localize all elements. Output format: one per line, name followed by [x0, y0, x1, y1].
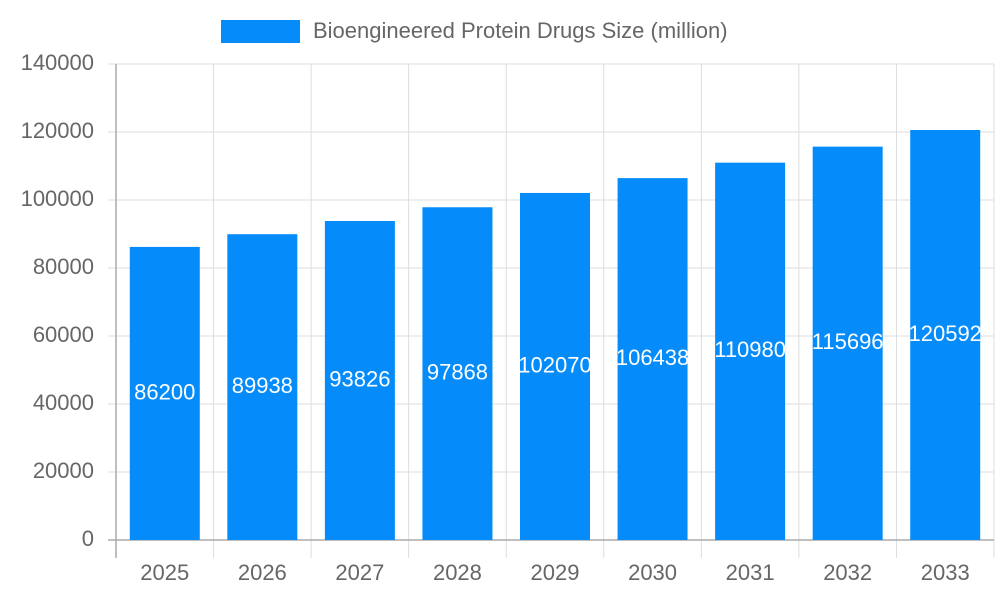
x-tick-label: 2029: [531, 560, 580, 585]
data-label: 110980: [714, 337, 786, 362]
bar: [324, 220, 395, 541]
y-tick-label: 80000: [33, 254, 94, 279]
y-tick-label: 0: [82, 526, 94, 551]
y-tick-label: 120000: [21, 118, 94, 143]
data-label: 120592: [909, 321, 982, 346]
y-tick-label: 20000: [33, 458, 94, 483]
y-tick-label: 60000: [33, 322, 94, 347]
x-tick-label: 2026: [238, 560, 287, 585]
bar: [812, 146, 883, 540]
x-tick-label: 2031: [726, 560, 775, 585]
x-tick-label: 2028: [433, 560, 482, 585]
x-tick-label: 2033: [921, 560, 970, 585]
y-tick-label: 100000: [21, 186, 94, 211]
legend-swatch: [221, 20, 300, 43]
data-label: 89938: [232, 373, 293, 398]
y-tick-label: 140000: [21, 50, 94, 75]
x-tick-label: 2025: [140, 560, 189, 585]
data-label: 115696: [812, 329, 884, 354]
x-tick-label: 2030: [628, 560, 677, 585]
bar: [617, 178, 688, 541]
x-tick-label: 2032: [823, 560, 872, 585]
bar: [422, 207, 493, 541]
x-tick-label: 2027: [335, 560, 384, 585]
data-label: 86200: [134, 379, 195, 404]
bar: [129, 246, 200, 541]
bar: [715, 162, 786, 540]
bar: [910, 129, 981, 541]
data-label: 106438: [616, 345, 689, 370]
bar: [227, 234, 298, 540]
data-label: 97868: [427, 359, 488, 384]
legend-label: Bioengineered Protein Drugs Size (millio…: [313, 18, 728, 43]
data-label: 102070: [518, 352, 591, 377]
bar: [520, 192, 590, 540]
y-tick-label: 40000: [33, 390, 94, 415]
data-label: 93826: [329, 366, 390, 391]
